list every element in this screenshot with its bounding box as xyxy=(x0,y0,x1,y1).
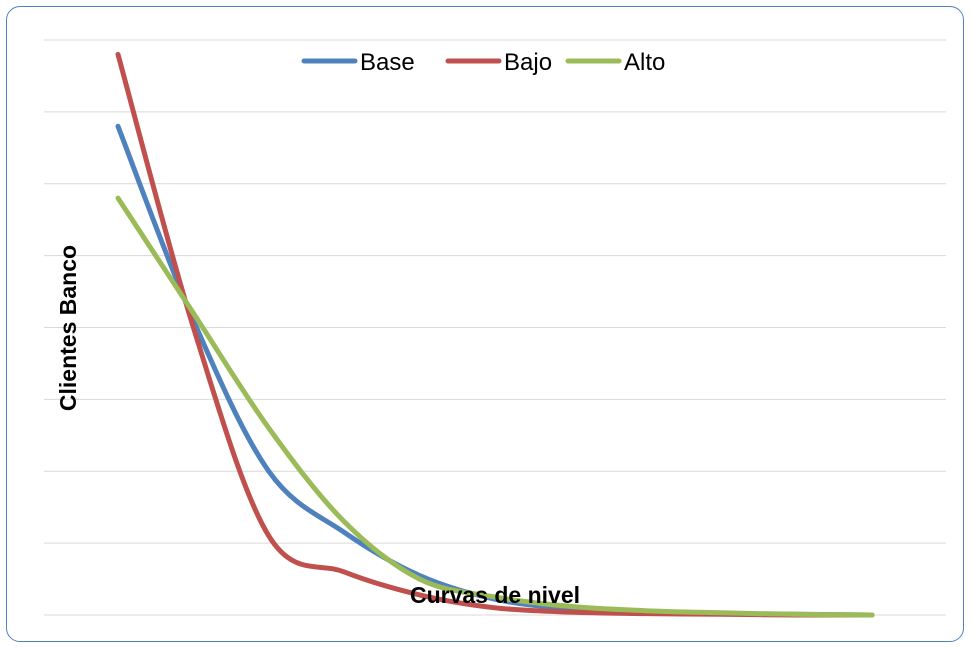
series-line-alto xyxy=(115,195,875,618)
legend-label-alto: Alto xyxy=(624,49,665,76)
gridlines xyxy=(44,39,946,616)
legend-label-base: Base xyxy=(360,49,415,76)
x-axis-title: Curvas de nivel xyxy=(410,582,580,608)
legend-label-bajo: Bajo xyxy=(504,49,552,76)
series-line-bajo xyxy=(115,51,875,618)
series-lines xyxy=(115,51,875,618)
y-axis-title: Clientes Banco xyxy=(55,245,81,411)
legend: Base Bajo Alto xyxy=(301,49,665,76)
